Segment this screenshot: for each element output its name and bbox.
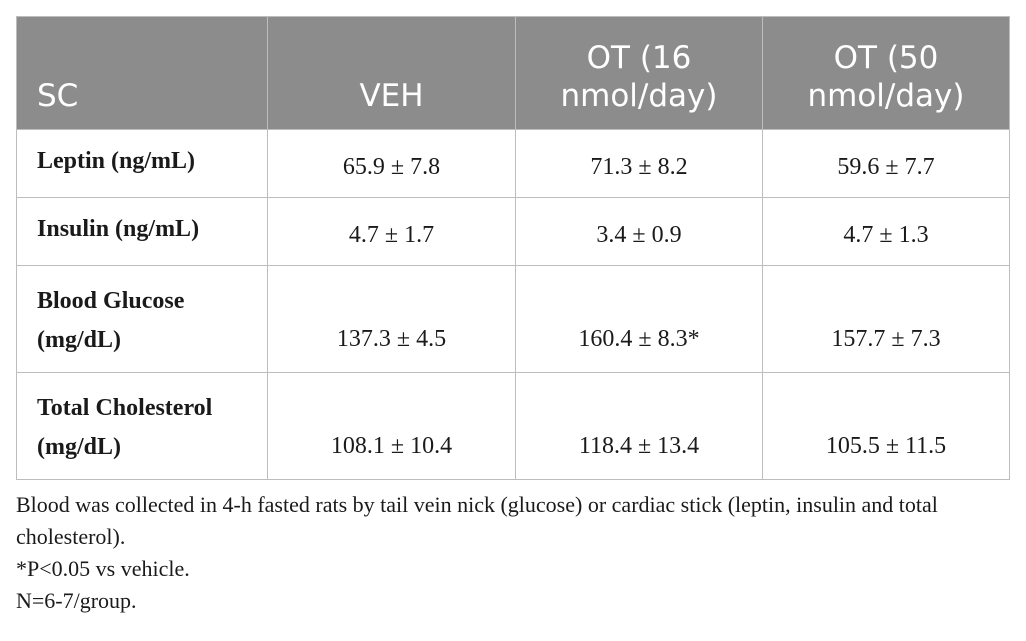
cell-cholesterol-veh: 108.1 ± 10.4 [267,372,516,480]
column-header-sc: SC [16,16,268,130]
data-table-container: SC VEH OT (16 nmol/day) OT (50 nmol/day)… [16,16,1010,480]
column-header-ot-16: OT (16 nmol/day) [515,16,763,130]
table-row: Total Cholesterol (mg/dL) 108.1 ± 10.4 1… [16,372,1010,480]
column-header-veh: VEH [267,16,516,130]
cell-insulin-veh: 4.7 ± 1.7 [267,197,516,266]
table-row: Leptin (ng/mL) 65.9 ± 7.8 71.3 ± 8.2 59.… [16,129,1010,198]
row-label-total-cholesterol: Total Cholesterol (mg/dL) [16,372,268,480]
cell-cholesterol-ot50: 105.5 ± 11.5 [762,372,1010,480]
table-header-row: SC VEH OT (16 nmol/day) OT (50 nmol/day) [16,16,1010,130]
row-label-leptin: Leptin (ng/mL) [16,129,268,198]
footnote-sample-size: N=6-7/group. [16,588,137,613]
data-table: SC VEH OT (16 nmol/day) OT (50 nmol/day)… [16,16,1010,480]
cell-glucose-ot50: 157.7 ± 7.3 [762,265,1010,373]
row-label-insulin: Insulin (ng/mL) [16,197,268,266]
column-header-ot-50: OT (50 nmol/day) [762,16,1010,130]
cell-cholesterol-ot16: 118.4 ± 13.4 [515,372,763,480]
row-label-blood-glucose: Blood Glucose (mg/dL) [16,265,268,373]
footnote-significance: *P<0.05 vs vehicle. [16,556,190,581]
table-row: Blood Glucose (mg/dL) 137.3 ± 4.5 160.4 … [16,265,1010,373]
footnote-methods: Blood was collected in 4-h fasted rats b… [16,492,938,549]
cell-glucose-ot16: 160.4 ± 8.3* [515,265,763,373]
cell-leptin-veh: 65.9 ± 7.8 [267,129,516,198]
table-footnotes: Blood was collected in 4-h fasted rats b… [16,489,1020,617]
cell-insulin-ot50: 4.7 ± 1.3 [762,197,1010,266]
table-row: Insulin (ng/mL) 4.7 ± 1.7 3.4 ± 0.9 4.7 … [16,197,1010,266]
cell-leptin-ot50: 59.6 ± 7.7 [762,129,1010,198]
cell-glucose-veh: 137.3 ± 4.5 [267,265,516,373]
cell-leptin-ot16: 71.3 ± 8.2 [515,129,763,198]
cell-insulin-ot16: 3.4 ± 0.9 [515,197,763,266]
